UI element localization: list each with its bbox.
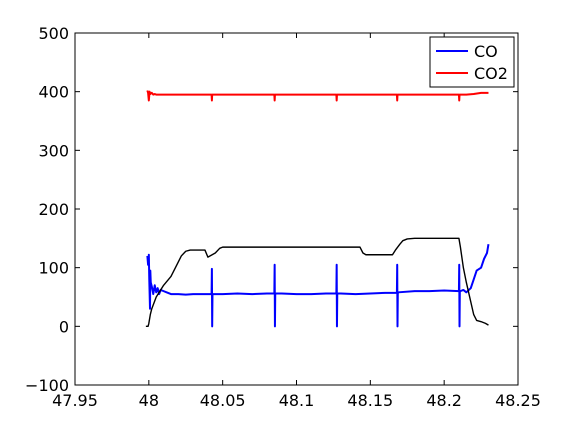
legend-box [429,36,515,88]
legend-label-co: CO [474,42,498,61]
legend: CO CO2 [429,36,515,88]
series-line-co2-1 [146,90,489,102]
y-tick-label: 500 [38,24,69,43]
y-tick-label: 300 [38,141,69,160]
x-tick-label: 48 [139,391,159,410]
legend-label-co2: CO2 [474,64,508,83]
y-tick-label: 100 [38,259,69,278]
series-line-unnamed-2 [145,237,489,328]
x-tick-label: 48.05 [200,391,246,410]
x-tick-label: 48.15 [347,391,393,410]
x-tick-label: 48.2 [426,391,462,410]
y-tick-label: 400 [38,83,69,102]
axes-layer: 47.95 48 48.05 48.1 48.15 48.2 48.25 −100 0 100 20… [25,24,541,410]
x-tick-label: 47.95 [52,391,98,410]
y-tick-label: 200 [38,200,69,219]
x-tick-label: 48.1 [279,391,315,410]
y-tick-label: 0 [59,317,69,336]
y-tick-label: −100 [25,376,69,395]
x-tick-label: 48.25 [495,391,541,410]
series-layer [145,90,490,328]
